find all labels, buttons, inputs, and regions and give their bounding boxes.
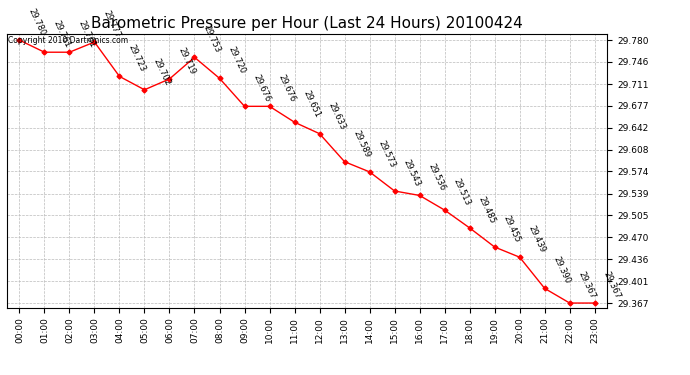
Text: 29.589: 29.589 xyxy=(351,129,372,159)
Text: 29.367: 29.367 xyxy=(602,270,622,300)
Text: 29.633: 29.633 xyxy=(326,100,347,131)
Text: 29.439: 29.439 xyxy=(526,224,547,254)
Text: 29.651: 29.651 xyxy=(302,89,322,120)
Text: 29.761: 29.761 xyxy=(77,19,97,50)
Text: 29.720: 29.720 xyxy=(226,45,247,75)
Text: 29.719: 29.719 xyxy=(177,46,197,76)
Text: 29.777: 29.777 xyxy=(101,9,122,39)
Text: 29.536: 29.536 xyxy=(426,162,447,193)
Text: 29.676: 29.676 xyxy=(251,73,272,104)
Text: 29.485: 29.485 xyxy=(477,195,497,225)
Text: 29.543: 29.543 xyxy=(402,158,422,188)
Text: Copyright 2010,Dartronics.com: Copyright 2010,Dartronics.com xyxy=(8,36,128,45)
Text: 29.390: 29.390 xyxy=(551,255,572,286)
Text: 29.367: 29.367 xyxy=(577,270,597,300)
Text: 29.573: 29.573 xyxy=(377,139,397,169)
Text: 29.455: 29.455 xyxy=(502,214,522,244)
Text: 29.753: 29.753 xyxy=(201,24,222,54)
Text: 29.513: 29.513 xyxy=(451,177,472,207)
Text: 29.761: 29.761 xyxy=(51,19,72,50)
Text: 29.702: 29.702 xyxy=(151,57,172,87)
Text: 29.780: 29.780 xyxy=(26,7,47,38)
Title: Barometric Pressure per Hour (Last 24 Hours) 20100424: Barometric Pressure per Hour (Last 24 Ho… xyxy=(91,16,523,31)
Text: 29.676: 29.676 xyxy=(277,73,297,104)
Text: 29.723: 29.723 xyxy=(126,44,147,74)
